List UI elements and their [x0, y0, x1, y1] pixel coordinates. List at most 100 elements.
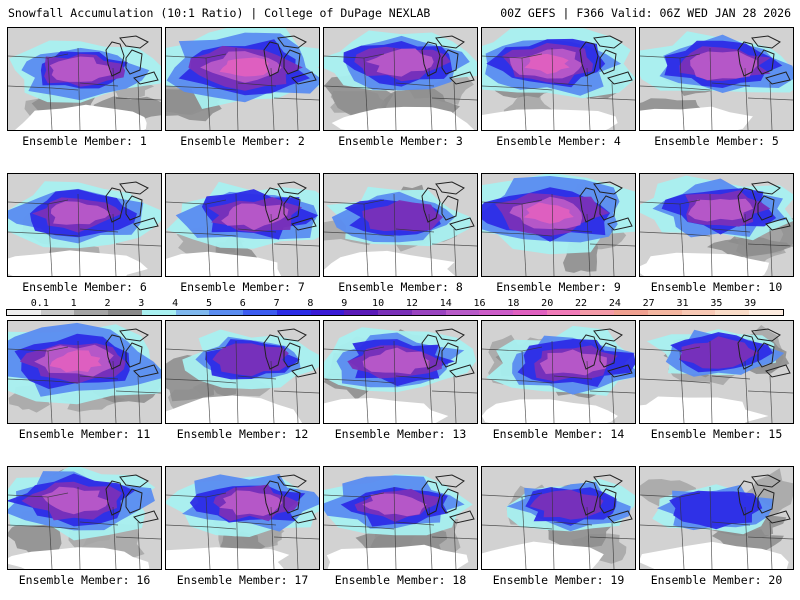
snowfall-map	[165, 27, 320, 131]
chart-title: Snowfall Accumulation (10:1 Ratio) | Col…	[8, 6, 431, 20]
colorbar-bin	[445, 310, 480, 315]
snowfall-map	[165, 466, 320, 570]
snowfall-map	[323, 27, 478, 131]
colorbar-label: 14	[439, 298, 452, 309]
ensemble-panel: Ensemble Member: 12	[165, 320, 320, 441]
ensemble-panel: Ensemble Member: 16	[7, 466, 162, 587]
ensemble-member-label: Ensemble Member: 19	[492, 573, 625, 587]
ensemble-panel: Ensemble Member: 20	[639, 466, 794, 587]
snowfall-map	[7, 27, 162, 131]
colorbar-bin	[378, 310, 412, 315]
snowfall-map	[481, 320, 636, 424]
colorbar-label: 39	[744, 298, 757, 309]
ensemble-member-label: Ensemble Member: 20	[650, 573, 783, 587]
colorbar-bin	[40, 310, 75, 315]
ensemble-panel: Ensemble Member: 13	[323, 320, 478, 441]
snowfall-map	[323, 320, 478, 424]
ensemble-panel: Ensemble Member: 5	[639, 27, 794, 148]
colorbar-label: 22	[575, 298, 588, 309]
ensemble-panel: Ensemble Member: 4	[481, 27, 636, 148]
snowfall-map	[639, 27, 794, 131]
colorbar-label: 2	[104, 298, 111, 309]
run-info: 00Z GEFS | F366 Valid: 06Z WED JAN 28 20…	[500, 6, 791, 20]
ensemble-member-label: Ensemble Member: 12	[176, 427, 309, 441]
colorbar-label: 27	[642, 298, 655, 309]
ensemble-member-label: Ensemble Member: 18	[334, 573, 467, 587]
colorbar-label: 1	[70, 298, 77, 309]
colorbar-bin	[647, 310, 682, 315]
ensemble-member-label: Ensemble Member: 14	[492, 427, 625, 441]
ensemble-member-label: Ensemble Member: 7	[180, 280, 305, 294]
colorbar-bin	[7, 310, 41, 315]
snowfall-map	[7, 173, 162, 277]
colorbar-bin	[243, 310, 277, 315]
colorbar-bin	[580, 310, 615, 315]
colorbar-bin	[310, 310, 345, 315]
snowfall-map	[639, 173, 794, 277]
ensemble-panel: Ensemble Member: 18	[323, 466, 478, 587]
snowfall-map	[7, 466, 162, 570]
snowfall-map	[481, 27, 636, 131]
colorbar-bin	[411, 310, 446, 315]
ensemble-member-label: Ensemble Member: 16	[18, 573, 151, 587]
colorbar-bin	[479, 310, 514, 315]
colorbar-label: 5	[205, 298, 212, 309]
colorbar-strip	[6, 309, 784, 316]
ensemble-member-label: Ensemble Member: 17	[176, 573, 309, 587]
colorbar-bin	[74, 310, 109, 315]
colorbar-bin	[546, 310, 581, 315]
colorbar-bin	[141, 310, 176, 315]
ensemble-member-label: Ensemble Member: 5	[654, 134, 779, 148]
snowfall-map	[165, 173, 320, 277]
ensemble-member-label: Ensemble Member: 13	[334, 427, 467, 441]
colorbar-bin	[715, 310, 750, 315]
colorbar-bin	[276, 310, 311, 315]
colorbar-label: 0.1	[30, 298, 49, 309]
snowfall-map	[481, 466, 636, 570]
snowfall-map	[481, 173, 636, 277]
ensemble-member-label: Ensemble Member: 4	[496, 134, 621, 148]
snowfall-map	[323, 173, 478, 277]
ensemble-member-label: Ensemble Member: 6	[22, 280, 147, 294]
ensemble-panel: Ensemble Member: 17	[165, 466, 320, 587]
ensemble-panel: Ensemble Member: 10	[639, 173, 794, 294]
ensemble-panel: Ensemble Member: 7	[165, 173, 320, 294]
colorbar-bin	[513, 310, 547, 315]
ensemble-panel: Ensemble Member: 8	[323, 173, 478, 294]
colorbar-label: 20	[541, 298, 554, 309]
colorbar-label: 35	[710, 298, 723, 309]
ensemble-panel: Ensemble Member: 2	[165, 27, 320, 148]
snowfall-map	[7, 320, 162, 424]
snowfall-map	[639, 320, 794, 424]
ensemble-panel: Ensemble Member: 15	[639, 320, 794, 441]
ensemble-member-label: Ensemble Member: 1	[22, 134, 147, 148]
ensemble-panel: Ensemble Member: 1	[7, 27, 162, 148]
colorbar-bin	[175, 310, 210, 315]
colorbar-bin	[681, 310, 716, 315]
ensemble-member-label: Ensemble Member: 10	[650, 280, 783, 294]
ensemble-panel: Ensemble Member: 14	[481, 320, 636, 441]
ensemble-panel: Ensemble Member: 19	[481, 466, 636, 587]
snowfall-map	[639, 466, 794, 570]
ensemble-member-label: Ensemble Member: 3	[338, 134, 463, 148]
ensemble-member-label: Ensemble Member: 15	[650, 427, 783, 441]
snowfall-map	[165, 320, 320, 424]
colorbar-label: 31	[676, 298, 689, 309]
colorbar-label: 12	[405, 298, 418, 309]
colorbar-label: 8	[307, 298, 314, 309]
colorbar-bin	[209, 310, 244, 315]
colorbar-label: 9	[341, 298, 348, 309]
colorbar-label: 7	[273, 298, 280, 309]
colorbar-label: 3	[138, 298, 145, 309]
colorbar-label: 16	[473, 298, 486, 309]
colorbar-label: 10	[372, 298, 385, 309]
ensemble-member-label: Ensemble Member: 8	[338, 280, 463, 294]
snowfall-map	[323, 466, 478, 570]
colorbar-label: 24	[608, 298, 621, 309]
colorbar-label: 6	[239, 298, 246, 309]
ensemble-panel: Ensemble Member: 6	[7, 173, 162, 294]
colorbar-label: 4	[172, 298, 179, 309]
colorbar-bin	[614, 310, 648, 315]
ensemble-member-label: Ensemble Member: 2	[180, 134, 305, 148]
colorbar-bin	[749, 310, 783, 315]
